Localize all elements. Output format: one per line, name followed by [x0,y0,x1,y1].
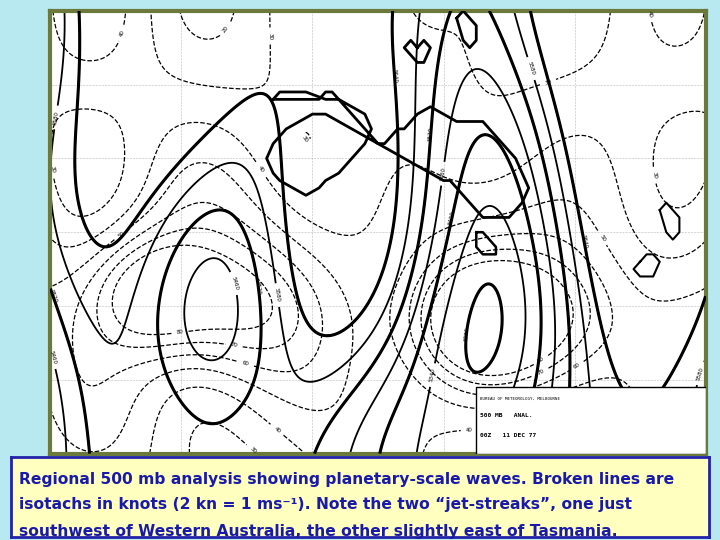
Text: 30: 30 [268,32,273,39]
Text: 5460: 5460 [439,166,446,181]
Text: 5520: 5520 [48,289,58,304]
Text: 5460: 5460 [230,276,239,291]
Text: 5520: 5520 [567,396,572,410]
Text: 5400: 5400 [448,211,456,226]
Text: 5520: 5520 [428,126,434,141]
Text: BUREAU OF METEOROLOGY, MELBOURNE: BUREAU OF METEOROLOGY, MELBOURNE [480,397,559,401]
Text: 80: 80 [537,356,546,365]
Text: 70: 70 [536,368,545,376]
Text: 5460: 5460 [48,350,57,364]
Text: 50: 50 [598,234,606,242]
Text: 20: 20 [222,25,230,34]
Text: 5280: 5280 [463,326,469,341]
Text: 40: 40 [256,165,264,173]
Text: 500 MB   ANAL.: 500 MB ANAL. [480,413,532,418]
FancyBboxPatch shape [477,387,706,454]
Text: 5580: 5580 [53,110,60,125]
Text: 5520: 5520 [255,280,262,295]
Text: 00Z   11 DEC 77: 00Z 11 DEC 77 [480,434,536,438]
Text: isotachs in knots (2 kn = 1 ms⁻¹). Note the two “jet-streaks”, one just: isotachs in knots (2 kn = 1 ms⁻¹). Note … [19,497,632,512]
Text: 30: 30 [301,135,309,144]
Text: 40: 40 [465,427,473,433]
Text: 60: 60 [572,362,581,370]
Text: 40: 40 [647,10,653,18]
Text: 5580: 5580 [526,61,536,76]
Text: 80: 80 [176,329,184,335]
Text: Regional 500 mb analysis showing planetary-scale waves. Broken lines are: Regional 500 mb analysis showing planeta… [19,472,675,487]
Text: 40: 40 [118,29,125,37]
Text: 30: 30 [652,171,657,179]
Text: 30: 30 [544,79,552,85]
Text: 5640: 5640 [580,234,588,249]
Text: 30: 30 [248,447,257,455]
Text: 30: 30 [50,165,55,173]
Text: 5580: 5580 [274,288,281,302]
Text: 5580: 5580 [696,366,705,381]
Text: 5340: 5340 [428,368,436,382]
Text: 60: 60 [242,360,250,367]
Text: southwest of Western Australia, the other slightly east of Tasmania.: southwest of Western Australia, the othe… [19,524,618,539]
Text: 5640: 5640 [392,69,397,83]
Text: 70: 70 [230,342,238,348]
Text: 50: 50 [117,230,125,239]
Text: 40: 40 [273,426,282,434]
